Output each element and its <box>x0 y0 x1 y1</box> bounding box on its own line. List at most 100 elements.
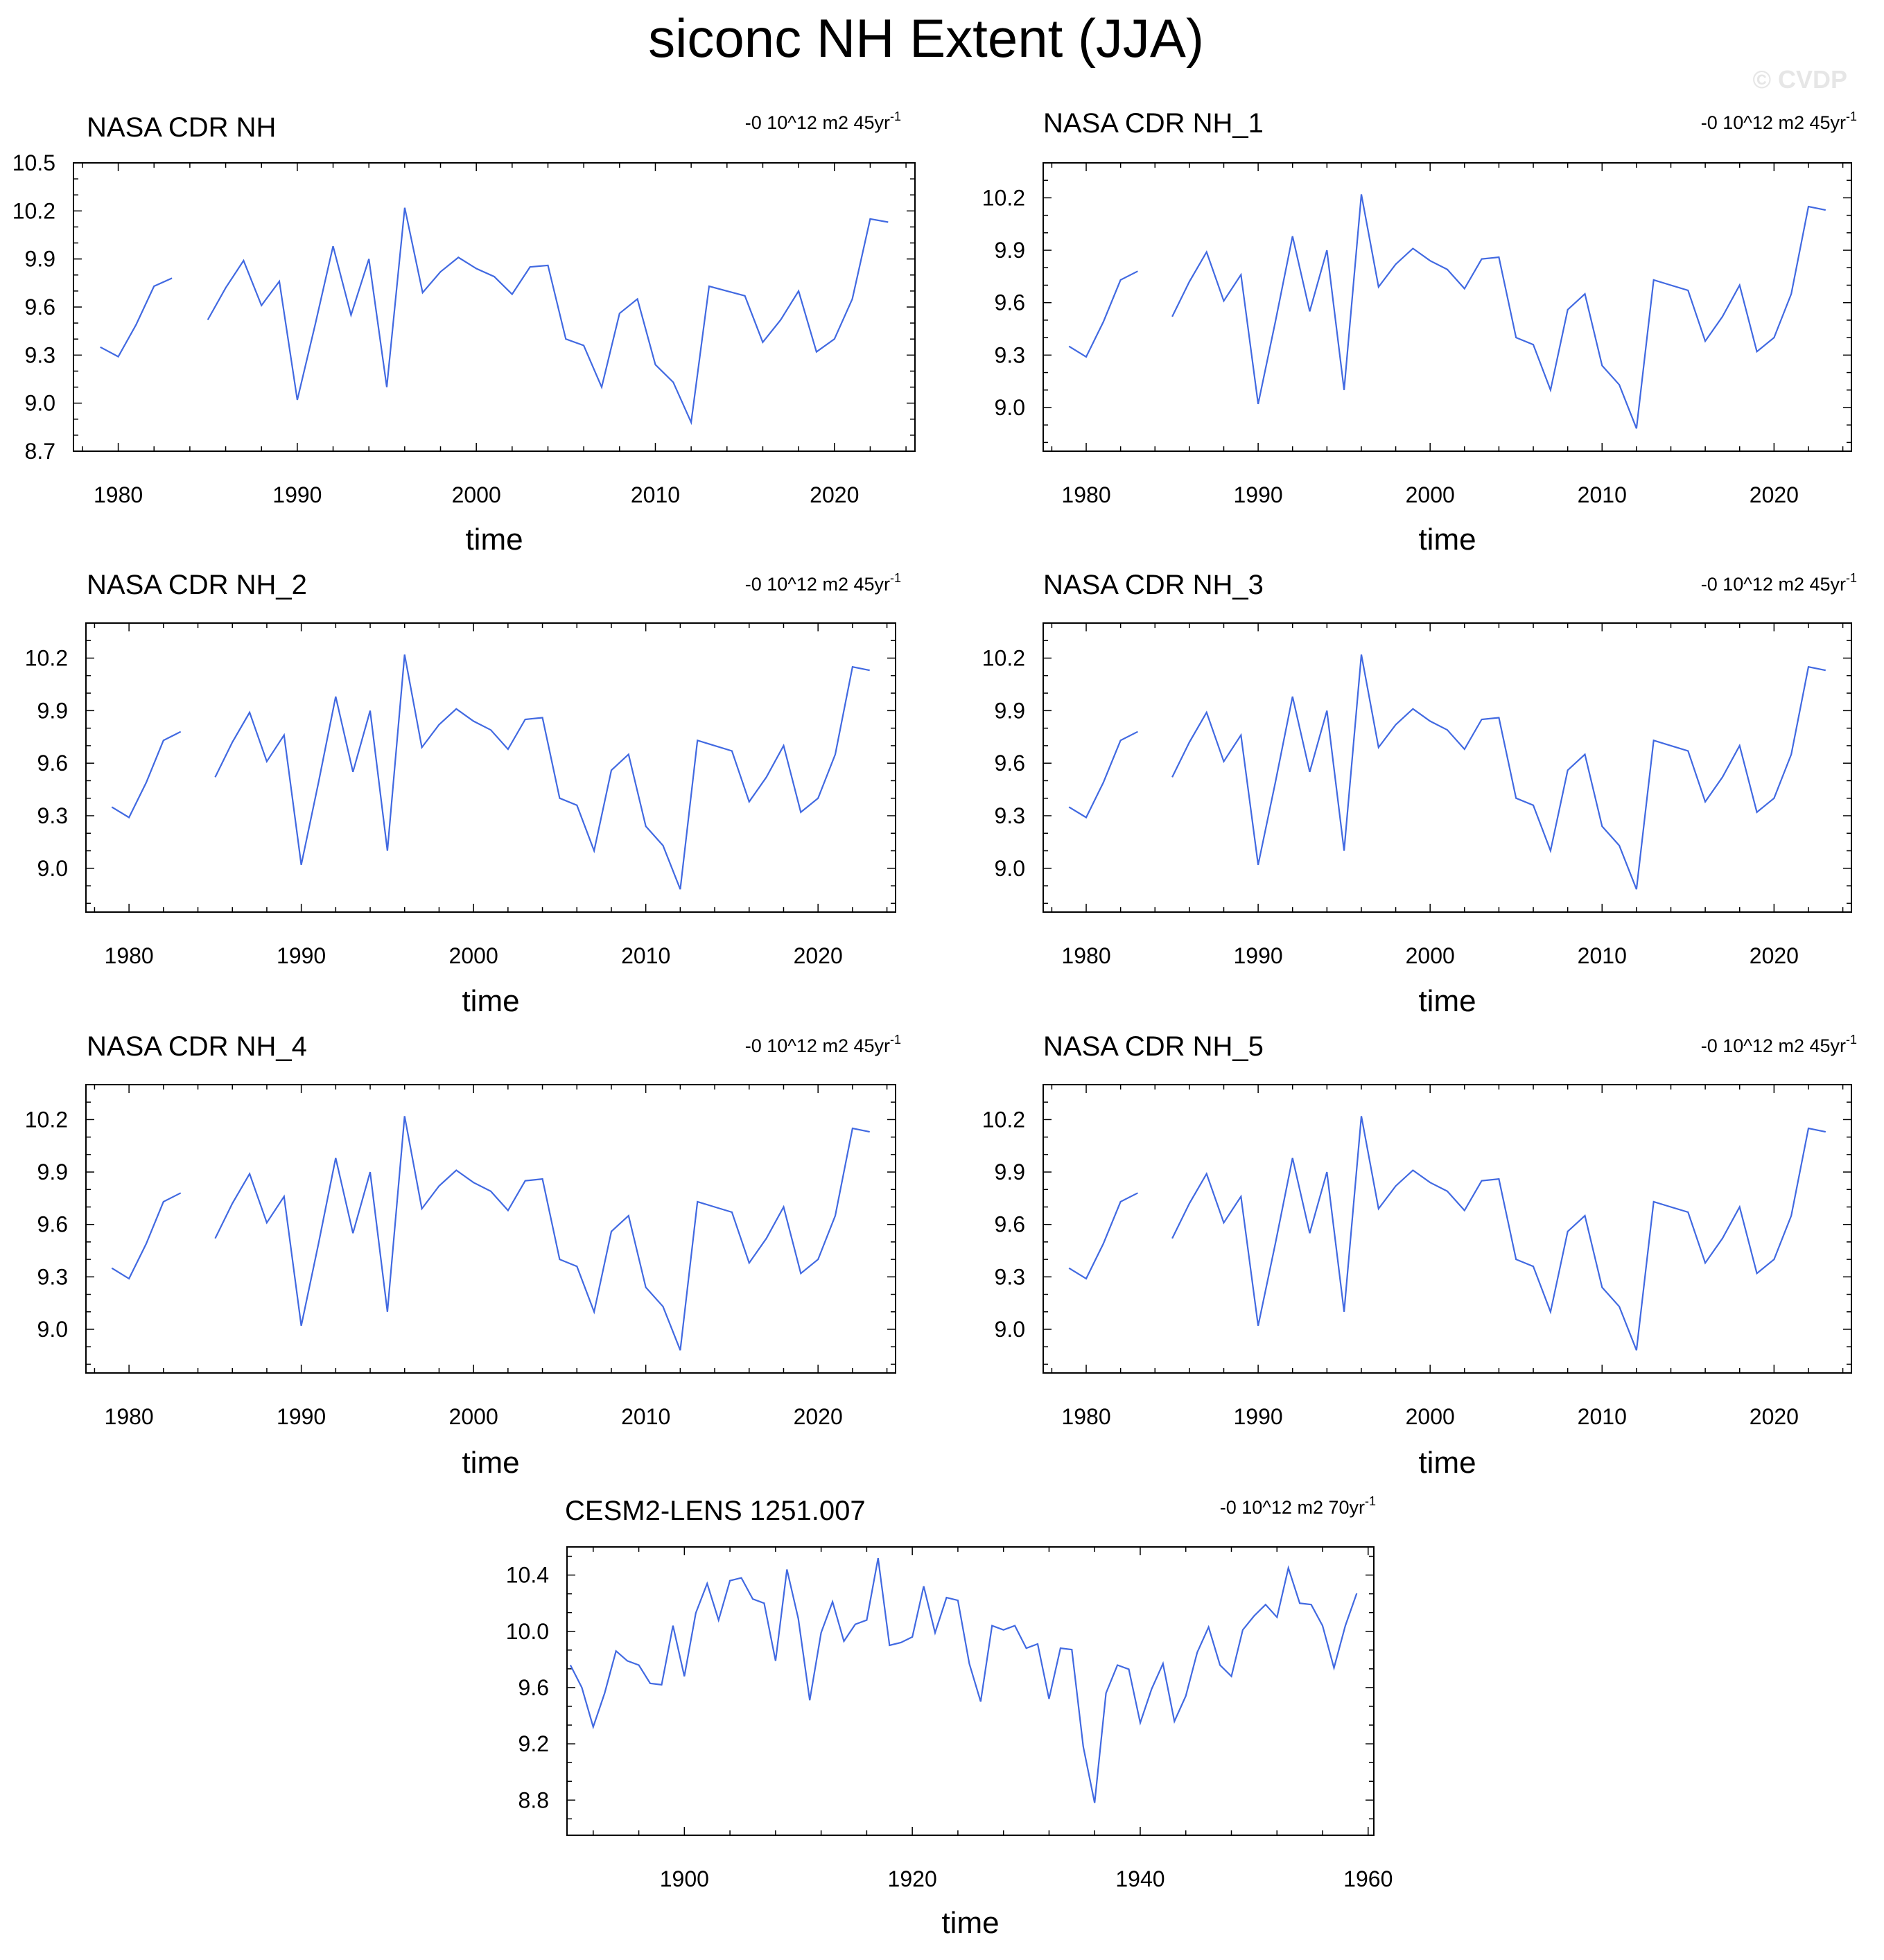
panel-title: NASA CDR NH_4 <box>87 1031 307 1062</box>
y-tick-label: 9.3 <box>25 342 55 367</box>
y-tick-label: 9.0 <box>995 856 1025 881</box>
plot-area: 1980 1990 2000 2010 2020 9.0 9.3 9.6 9.9 10.2 <box>982 622 1852 968</box>
panel-title: NASA CDR NH_1 <box>1043 108 1264 139</box>
y-tick-label: 9.6 <box>995 290 1025 315</box>
plot-frame <box>85 1084 896 1374</box>
panel-title: NASA CDR NH <box>87 112 276 143</box>
y-tick-label: 9.3 <box>995 342 1025 367</box>
series-line <box>1068 1192 1138 1280</box>
series-line <box>111 1192 182 1280</box>
x-tick-label: 2020 <box>1750 482 1799 507</box>
x-tick-label: 1940 <box>1115 1866 1165 1891</box>
x-tick-label: 1980 <box>105 1404 154 1429</box>
y-tick-label: 9.6 <box>25 295 55 320</box>
chart-panel-3: NASA CDR NH_2 -0 10^12 m2 45yr-1 1980 199… <box>25 570 901 1018</box>
x-tick-label: 2010 <box>621 1404 670 1429</box>
x-tick-label: 2010 <box>621 943 670 968</box>
y-tick-label: 9.9 <box>995 698 1025 723</box>
series-line <box>111 730 182 819</box>
plot-frame <box>1043 622 1852 913</box>
trend-label: -0 10^12 m2 45yr-1 <box>745 110 901 133</box>
y-tick-label: 10.2 <box>25 646 68 671</box>
x-tick-label: 1990 <box>1234 482 1283 507</box>
y-tick-label: 9.3 <box>37 803 68 828</box>
x-tick-label: 2000 <box>449 943 498 968</box>
x-tick-label: 2020 <box>794 943 843 968</box>
x-tick-label: 2000 <box>1406 482 1455 507</box>
x-tick-label: 2010 <box>631 482 680 507</box>
series-line <box>1068 270 1138 358</box>
plot-frame <box>85 622 896 913</box>
y-tick-label: 9.6 <box>37 751 68 776</box>
series-line <box>1068 730 1138 819</box>
x-tick-label: 2020 <box>1750 1404 1799 1429</box>
x-tick-label: 2000 <box>452 482 501 507</box>
plot-frame <box>1043 162 1852 452</box>
panel-title: CESM2-LENS 1251.007 <box>565 1496 866 1526</box>
series-line <box>569 1558 1358 1803</box>
y-tick-label: 9.0 <box>37 856 68 881</box>
y-tick-label: 10.5 <box>12 150 55 175</box>
chart-panel-6: NASA CDR NH_5 -0 10^12 m2 45yr-1 1980 199… <box>982 1031 1857 1480</box>
y-tick-label: 9.0 <box>995 1317 1025 1342</box>
trend-label: -0 10^12 m2 45yr-1 <box>1701 1033 1857 1056</box>
y-tick-label: 9.9 <box>25 247 55 272</box>
y-tick-label: 10.2 <box>25 1107 68 1132</box>
y-tick-label: 9.3 <box>995 1264 1025 1289</box>
plot-area: 1980 1990 2000 2010 2020 9.0 9.3 9.6 9.9 10.2 <box>25 622 896 968</box>
x-axis-label: time <box>1418 1446 1476 1480</box>
x-tick-label: 1980 <box>105 943 154 968</box>
x-tick-label: 2000 <box>1406 943 1455 968</box>
y-tick-label: 10.4 <box>506 1563 549 1588</box>
y-tick-label: 10.2 <box>12 198 55 223</box>
chart-panel-5: NASA CDR NH_4 -0 10^12 m2 45yr-1 1980 199… <box>25 1031 901 1480</box>
plot-area: 1980 1990 2000 2010 2020 9.0 9.3 9.6 9.9 10.2 <box>25 1084 896 1429</box>
x-tick-label: 2010 <box>1578 482 1627 507</box>
y-tick-label: 9.9 <box>995 238 1025 263</box>
x-tick-label: 2020 <box>810 482 859 507</box>
x-tick-label: 2000 <box>449 1404 498 1429</box>
y-tick-label: 9.6 <box>995 751 1025 776</box>
y-tick-label: 10.2 <box>982 1107 1025 1132</box>
x-tick-label: 1900 <box>660 1866 709 1891</box>
y-tick-label: 9.6 <box>995 1212 1025 1237</box>
panel-title: NASA CDR NH_5 <box>1043 1031 1264 1062</box>
y-tick-label: 8.7 <box>25 439 55 464</box>
y-tick-label: 9.6 <box>37 1212 68 1237</box>
plot-area: 1980 1990 2000 2010 2020 9.0 9.3 9.6 9.9 10.2 <box>982 162 1852 507</box>
x-tick-label: 1990 <box>1234 943 1283 968</box>
x-tick-label: 1990 <box>277 943 326 968</box>
x-tick-label: 1990 <box>277 1404 326 1429</box>
chart-panel-7: CESM2-LENS 1251.007 -0 10^12 m2 70yr-1 1… <box>506 1494 1393 1940</box>
series-line <box>214 654 870 890</box>
y-tick-label: 10.2 <box>982 646 1025 671</box>
x-axis-label: time <box>462 984 519 1018</box>
y-tick-label: 9.6 <box>518 1675 549 1700</box>
y-tick-label: 9.2 <box>518 1731 549 1756</box>
series-line <box>214 1116 870 1351</box>
panel-title: NASA CDR NH_2 <box>87 570 307 600</box>
x-tick-label: 1990 <box>1234 1404 1283 1429</box>
y-tick-label: 9.9 <box>37 1160 68 1184</box>
x-tick-label: 2010 <box>1578 943 1627 968</box>
chart-panel-2: NASA CDR NH_1 -0 10^12 m2 45yr-1 1980 199… <box>982 108 1857 557</box>
y-tick-label: 9.3 <box>995 803 1025 828</box>
series-line <box>1171 194 1826 429</box>
x-tick-label: 1980 <box>1061 1404 1110 1429</box>
trend-label: -0 10^12 m2 45yr-1 <box>1701 110 1857 133</box>
x-axis-label: time <box>462 1446 519 1480</box>
plot-area: 1980 1990 2000 2010 2020 8.7 9.0 9.3 9.6 9.9 10.2 1… <box>12 150 916 507</box>
figure-title: siconc NH Extent (JJA) <box>648 8 1204 69</box>
x-tick-label: 1920 <box>888 1866 937 1891</box>
y-tick-label: 9.3 <box>37 1264 68 1289</box>
x-axis-label: time <box>1418 523 1476 557</box>
x-tick-label: 2000 <box>1406 1404 1455 1429</box>
x-tick-label: 1980 <box>94 482 143 507</box>
plot-area: 1900 1920 1940 1960 8.8 9.2 9.6 10.0 10.4 <box>506 1546 1393 1891</box>
x-tick-label: 1980 <box>1061 482 1110 507</box>
trend-label: -0 10^12 m2 45yr-1 <box>1701 571 1857 595</box>
x-tick-label: 1960 <box>1343 1866 1393 1891</box>
trend-label: -0 10^12 m2 45yr-1 <box>745 571 901 595</box>
y-tick-label: 9.0 <box>995 395 1025 420</box>
